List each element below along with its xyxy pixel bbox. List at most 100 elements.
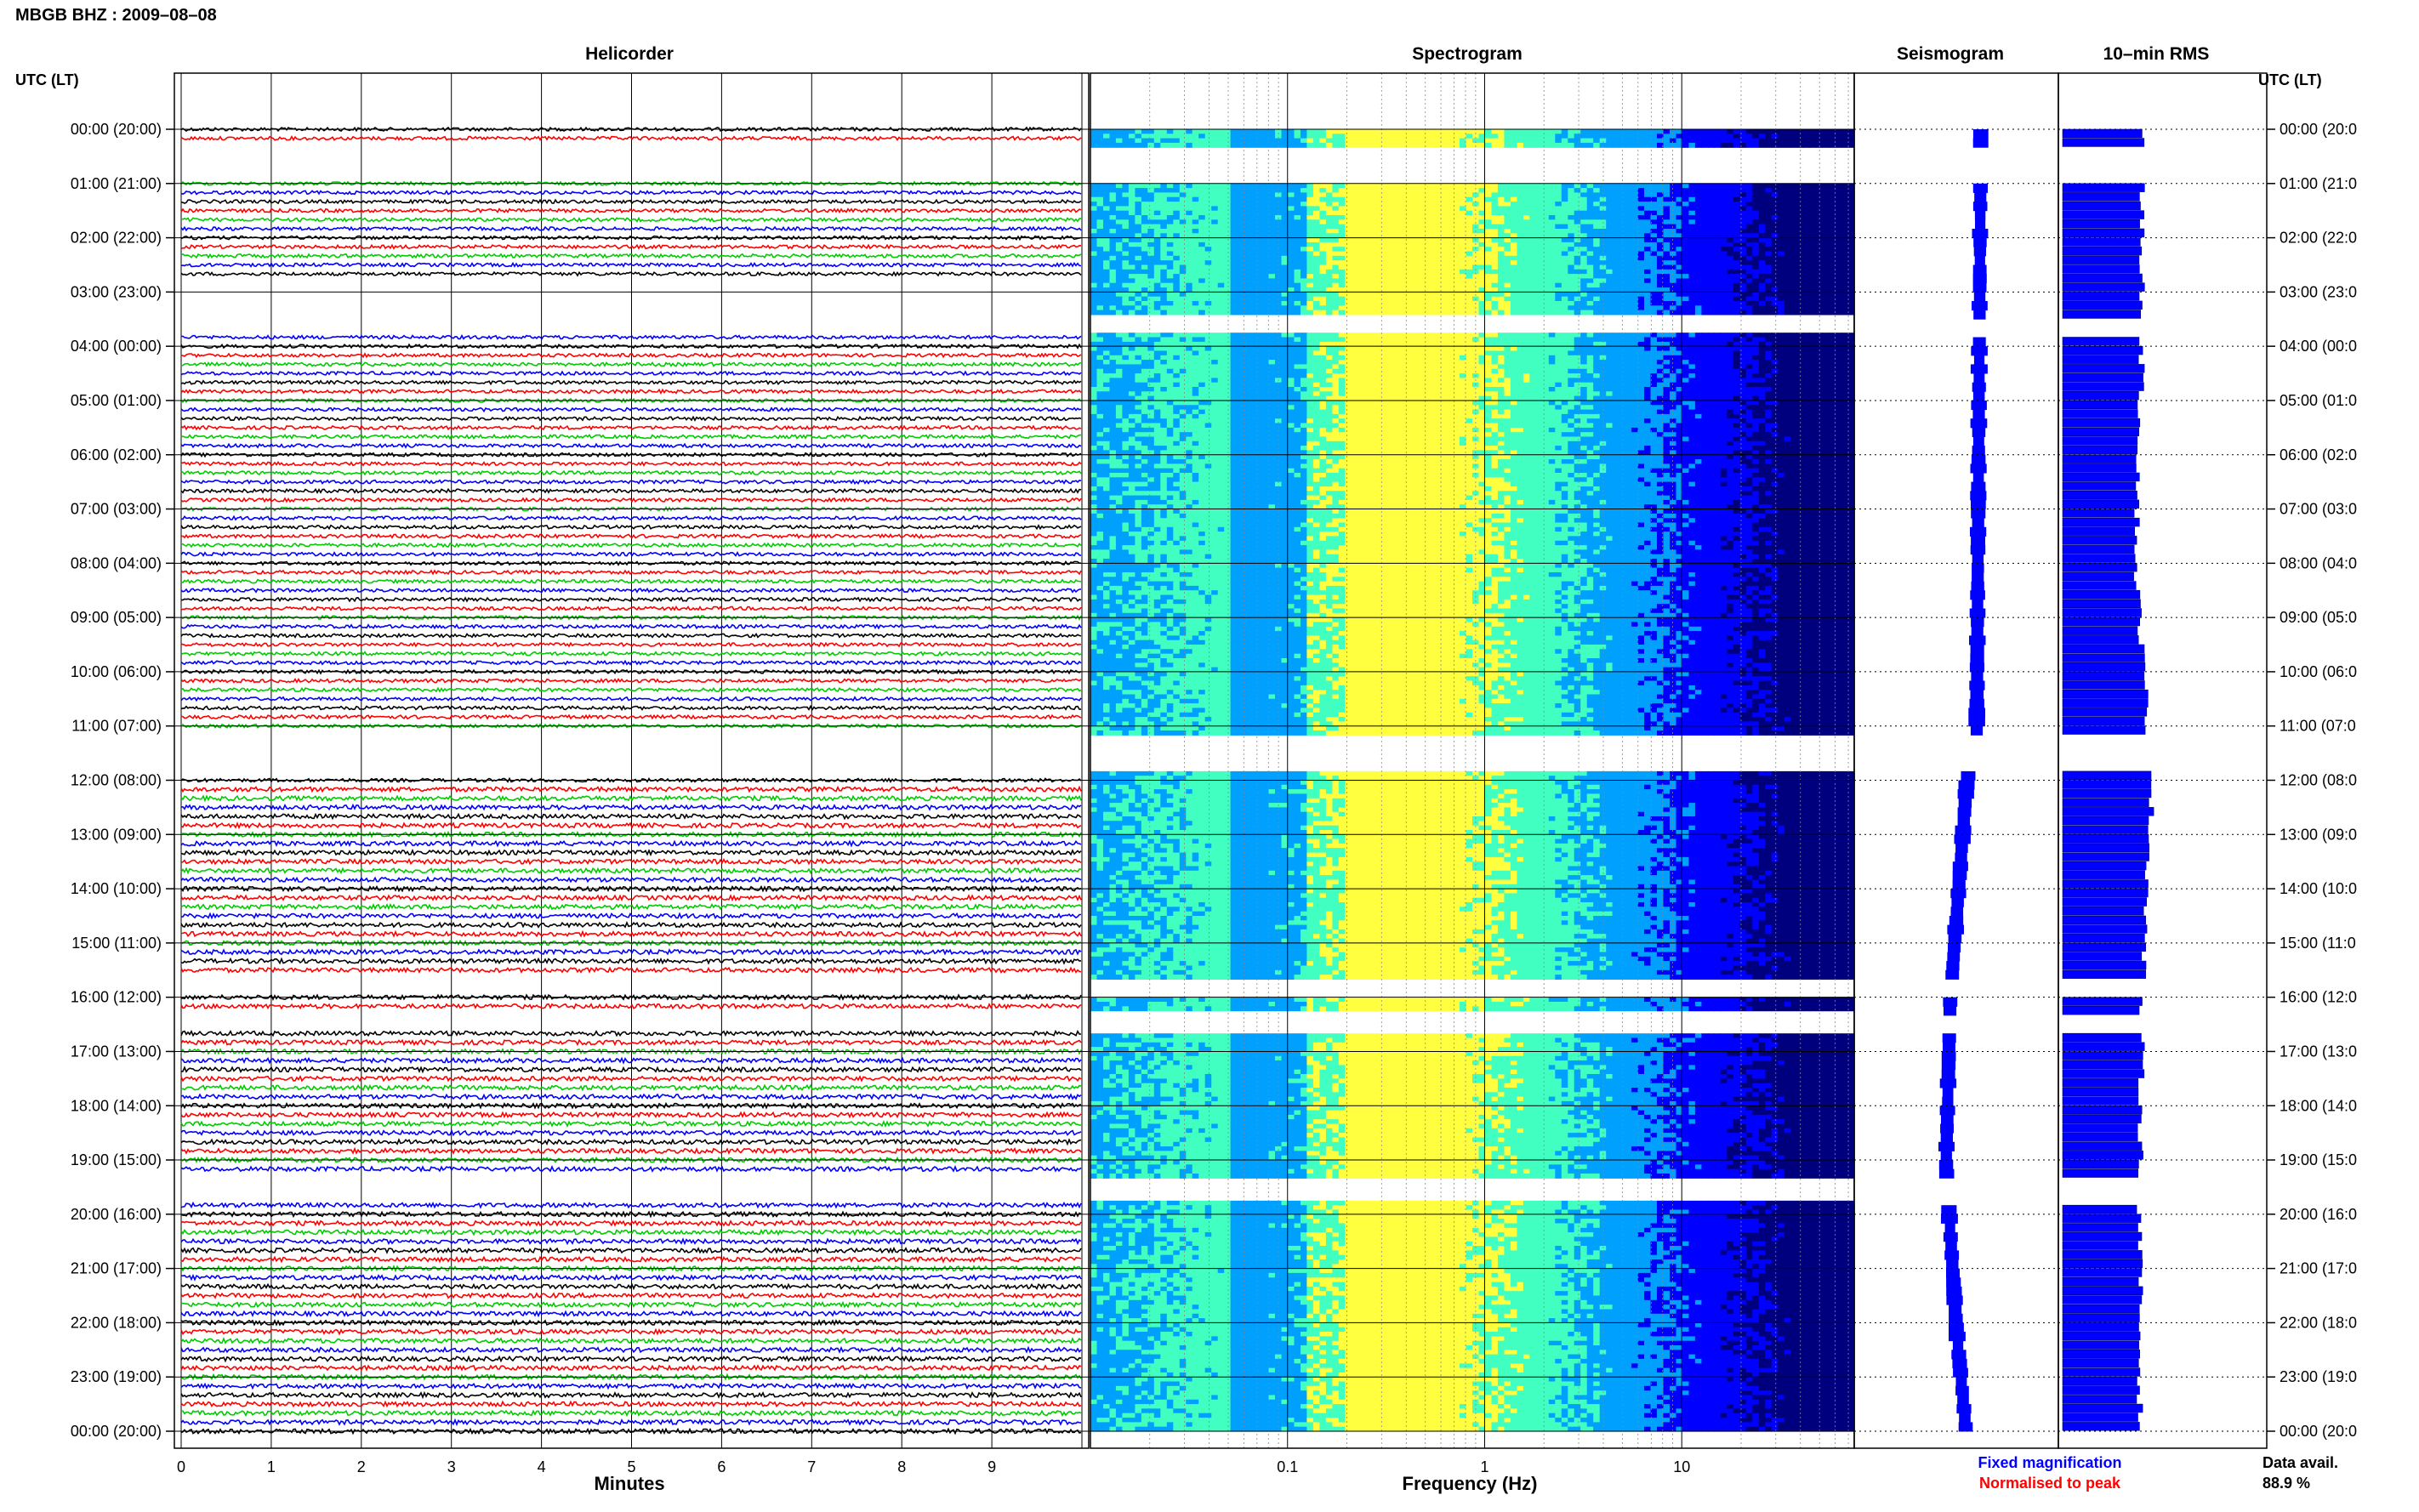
spectrogram-cell [1836,283,1842,288]
spectrogram-cell [1562,219,1568,225]
spectrogram-cell [1555,229,1562,234]
spectrogram-cell [1511,360,1517,365]
spectrogram-cell [1295,225,1301,230]
spectrogram-cell [1313,278,1320,283]
spectrogram-cell [1357,265,1364,270]
spectrogram-cell [1147,252,1154,257]
spectrogram-cell [1555,265,1562,270]
spectrogram-cell [1306,139,1313,144]
spectrogram-cell [1332,292,1339,297]
spectrogram-cell [1428,252,1435,257]
spectrogram-cell [1186,247,1192,252]
spectrogram-cell [1377,305,1384,310]
spectrogram-cell [1306,129,1313,134]
spectrogram-cell [1224,219,1231,225]
spectrogram-cell [1103,278,1110,283]
spectrogram-cell [1721,129,1727,134]
spectrogram-cell [1810,283,1817,288]
spectrogram-cell [1167,260,1174,265]
spectrogram-cell [1542,225,1549,230]
spectrogram-cell [1625,129,1632,134]
spectrogram-cell [1746,297,1753,302]
spectrogram-cell [1097,338,1104,343]
spectrogram-cell [1613,338,1619,343]
spectrogram-cell [1332,297,1339,302]
spectrogram-cell [1492,338,1499,343]
spectrogram-cell [1529,188,1536,193]
spectrogram-cell [1231,134,1238,139]
spectrogram-cell [1593,184,1600,189]
spectrogram-cell [1390,188,1397,193]
spectrogram-cell [1141,211,1148,216]
spectrogram-cell [1664,252,1671,257]
spectrogram-cell [1173,364,1180,369]
spectrogram-cell [1110,260,1117,265]
spectrogram-cell [1625,242,1632,247]
spectrogram-cell [1574,338,1581,343]
spectrogram-cell [1154,129,1161,134]
spectrogram-cell [1752,346,1759,351]
spectrogram-cell [1306,292,1313,297]
spectrogram-cell [1739,346,1746,351]
spectrogram-cell [1167,346,1174,351]
spectrogram-cell [1383,292,1390,297]
spectrogram-cell [1542,184,1549,189]
spectrogram-cell [1198,211,1205,216]
spectrogram-cell [1727,215,1733,220]
spectrogram-cell [1772,256,1779,261]
spectrogram-cell [1295,297,1301,302]
spectrogram-cell [1568,192,1574,197]
spectrogram-cell [1352,215,1358,220]
spectrogram-cell [1160,252,1167,257]
spectrogram-cell [1593,192,1600,197]
spectrogram-cell [1682,278,1689,283]
spectrogram-cell [1211,139,1218,144]
spectrogram-cell [1701,238,1708,243]
spectrogram-cell [1631,211,1638,216]
spectrogram-cell [1428,242,1435,247]
spectrogram-cell [1218,225,1225,230]
spectrogram-cell [1447,283,1454,288]
spectrogram-cell [1370,346,1377,351]
spectrogram-cell [1326,247,1333,252]
spectrogram-cell [1708,265,1715,270]
spectrogram-cell [1542,247,1549,252]
spectrogram-cell [1173,278,1180,283]
spectrogram-cell [1122,305,1129,310]
spectrogram-cell [1352,260,1358,265]
spectrogram-cell [1485,184,1492,189]
spectrogram-cell [1116,278,1123,283]
spectrogram-cell [1631,184,1638,189]
spectrogram-cell [1097,355,1104,361]
spectrogram-cell [1803,252,1810,257]
spectrogram-cell [1357,211,1364,216]
spectrogram-cell [1249,283,1256,288]
spectrogram-cell [1306,242,1313,247]
spectrogram-cell [1313,134,1320,139]
spectrogram-cell [1122,310,1129,315]
spectrogram-cell [1733,310,1740,315]
spectrogram-cell [1097,225,1104,230]
spectrogram-cell [1631,252,1638,257]
spectrogram-cell [1224,270,1231,275]
spectrogram-cell [1319,188,1326,193]
spectrogram-cell [1180,129,1187,134]
spectrogram-cell [1249,202,1256,207]
spectrogram-cell [1301,188,1307,193]
spectrogram-cell [1498,225,1505,230]
spectrogram-cell [1498,297,1505,302]
spectrogram-cell [1434,292,1441,297]
spectrogram-cell [1097,238,1104,243]
spectrogram-cell [1090,129,1097,134]
spectrogram-cell [1485,225,1492,230]
spectrogram-cell [1714,202,1721,207]
spectrogram-cell [1644,256,1651,261]
spectrogram-cell [1613,202,1619,207]
spectrogram-cell [1823,229,1830,234]
spectrogram-cell [1644,247,1651,252]
spectrogram-cell [1147,139,1154,144]
spectrogram-cell [1135,252,1141,257]
spectrogram-cell [1434,351,1441,356]
spectrogram-cell [1244,139,1250,144]
spectrogram-cell [1110,202,1117,207]
